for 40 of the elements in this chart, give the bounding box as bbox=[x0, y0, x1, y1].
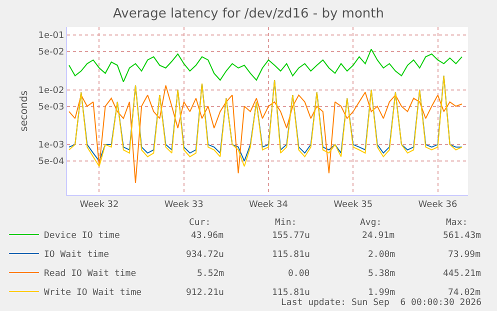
x-tick-label: Week 35 bbox=[334, 200, 373, 210]
y-tick-label: 1e-03 bbox=[38, 140, 64, 151]
text: 115.81u bbox=[272, 250, 310, 260]
text: 1.99m bbox=[368, 288, 396, 298]
text: Min: bbox=[275, 218, 297, 228]
text: 445.21m bbox=[443, 269, 481, 279]
text: 561.43m bbox=[443, 231, 481, 241]
y-axis-title: seconds bbox=[19, 90, 30, 132]
text: 5.52m bbox=[197, 269, 224, 279]
legend-label: Write IO Wait time bbox=[44, 288, 142, 298]
text: 2.00m bbox=[368, 250, 396, 260]
y-tick-label: 5e-02 bbox=[38, 48, 64, 58]
x-tick-label: Week 33 bbox=[164, 200, 204, 210]
text: Max: bbox=[446, 218, 468, 228]
legend-label: Device IO time bbox=[44, 231, 120, 242]
y-tick-label: 1e-01 bbox=[38, 31, 64, 42]
legend-label: IO Wait time bbox=[44, 250, 110, 260]
x-tick-label: Week 36 bbox=[418, 200, 458, 210]
text: 0.00 bbox=[288, 269, 310, 279]
text: 115.81u bbox=[272, 288, 310, 298]
text: Cur: bbox=[189, 218, 211, 228]
text: 24.91m bbox=[362, 231, 395, 241]
chart-title: Average latency for /dev/zd16 - by month bbox=[113, 6, 384, 22]
y-tick-label: 5e-03 bbox=[38, 102, 64, 112]
y-tick-label: 5e-04 bbox=[38, 157, 64, 168]
x-tick-label: Week 32 bbox=[80, 200, 119, 210]
line-series bbox=[68, 84, 462, 184]
text: Last update: Sun Sep 6 00:00:30 2026 bbox=[281, 298, 482, 308]
text: 43.96m bbox=[191, 231, 224, 241]
y-tick-label: 1e-02 bbox=[38, 86, 64, 96]
line-series bbox=[68, 48, 462, 82]
text: 912.21u bbox=[186, 288, 224, 298]
text: Avg: bbox=[360, 218, 382, 228]
text: 5.38m bbox=[368, 269, 396, 279]
legend-label: Read IO Wait time bbox=[44, 269, 136, 280]
text: 74.02m bbox=[448, 288, 481, 298]
text: 73.99m bbox=[448, 250, 481, 260]
text: 934.72u bbox=[186, 250, 224, 260]
text: 155.77u bbox=[272, 231, 310, 241]
x-tick-label: Week 34 bbox=[249, 200, 288, 210]
